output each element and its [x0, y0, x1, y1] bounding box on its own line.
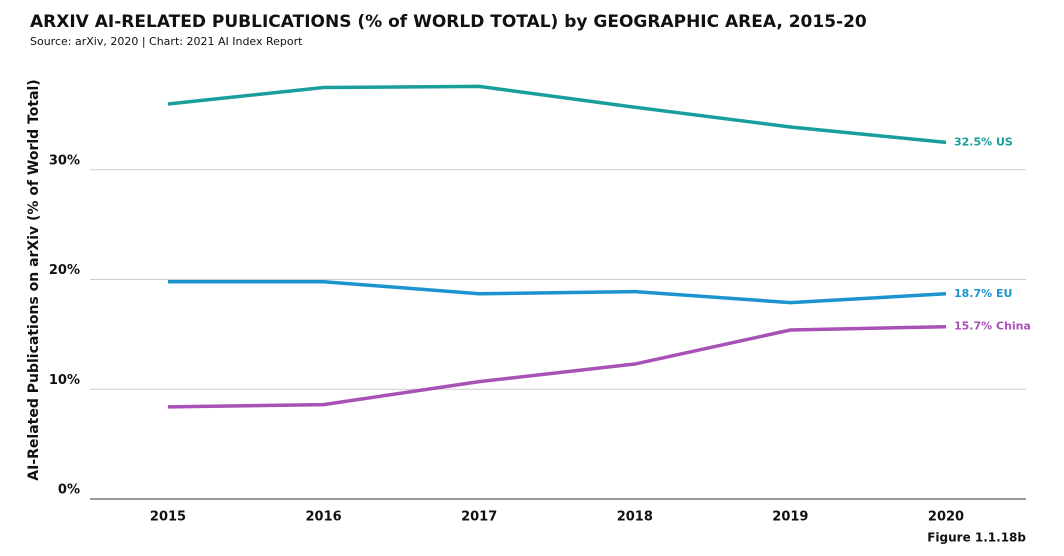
x-tick-label: 2019: [772, 510, 808, 525]
chart-subtitle: Source: arXiv, 2020 | Chart: 2021 AI Ind…: [30, 35, 303, 48]
x-tick-label: 2017: [461, 510, 497, 525]
x-tick-label: 2015: [150, 510, 186, 525]
series-line: [168, 279, 947, 305]
figure-label: Figure 1.1.18b: [927, 531, 1026, 545]
x-tick-label: 2018: [617, 510, 653, 525]
series-line: [167, 84, 947, 145]
y-tick-label: 30%: [49, 153, 80, 168]
y-tick-label: 20%: [49, 263, 80, 278]
x-tick-label: 2020: [928, 510, 964, 525]
y-tick-label: 0%: [58, 483, 80, 498]
end-label: 32.5% US: [954, 135, 1013, 148]
series-line: [167, 324, 947, 409]
end-label: 18.7% EU: [954, 287, 1012, 300]
y-tick-label: 10%: [49, 373, 80, 388]
end-label: 15.7% China: [954, 320, 1031, 333]
y-axis-label: AI-Related Publications on arXiv (% of W…: [26, 79, 42, 480]
x-tick-label: 2016: [306, 510, 342, 525]
chart-title: ARXIV AI-RELATED PUBLICATIONS (% of WORL…: [30, 12, 867, 32]
